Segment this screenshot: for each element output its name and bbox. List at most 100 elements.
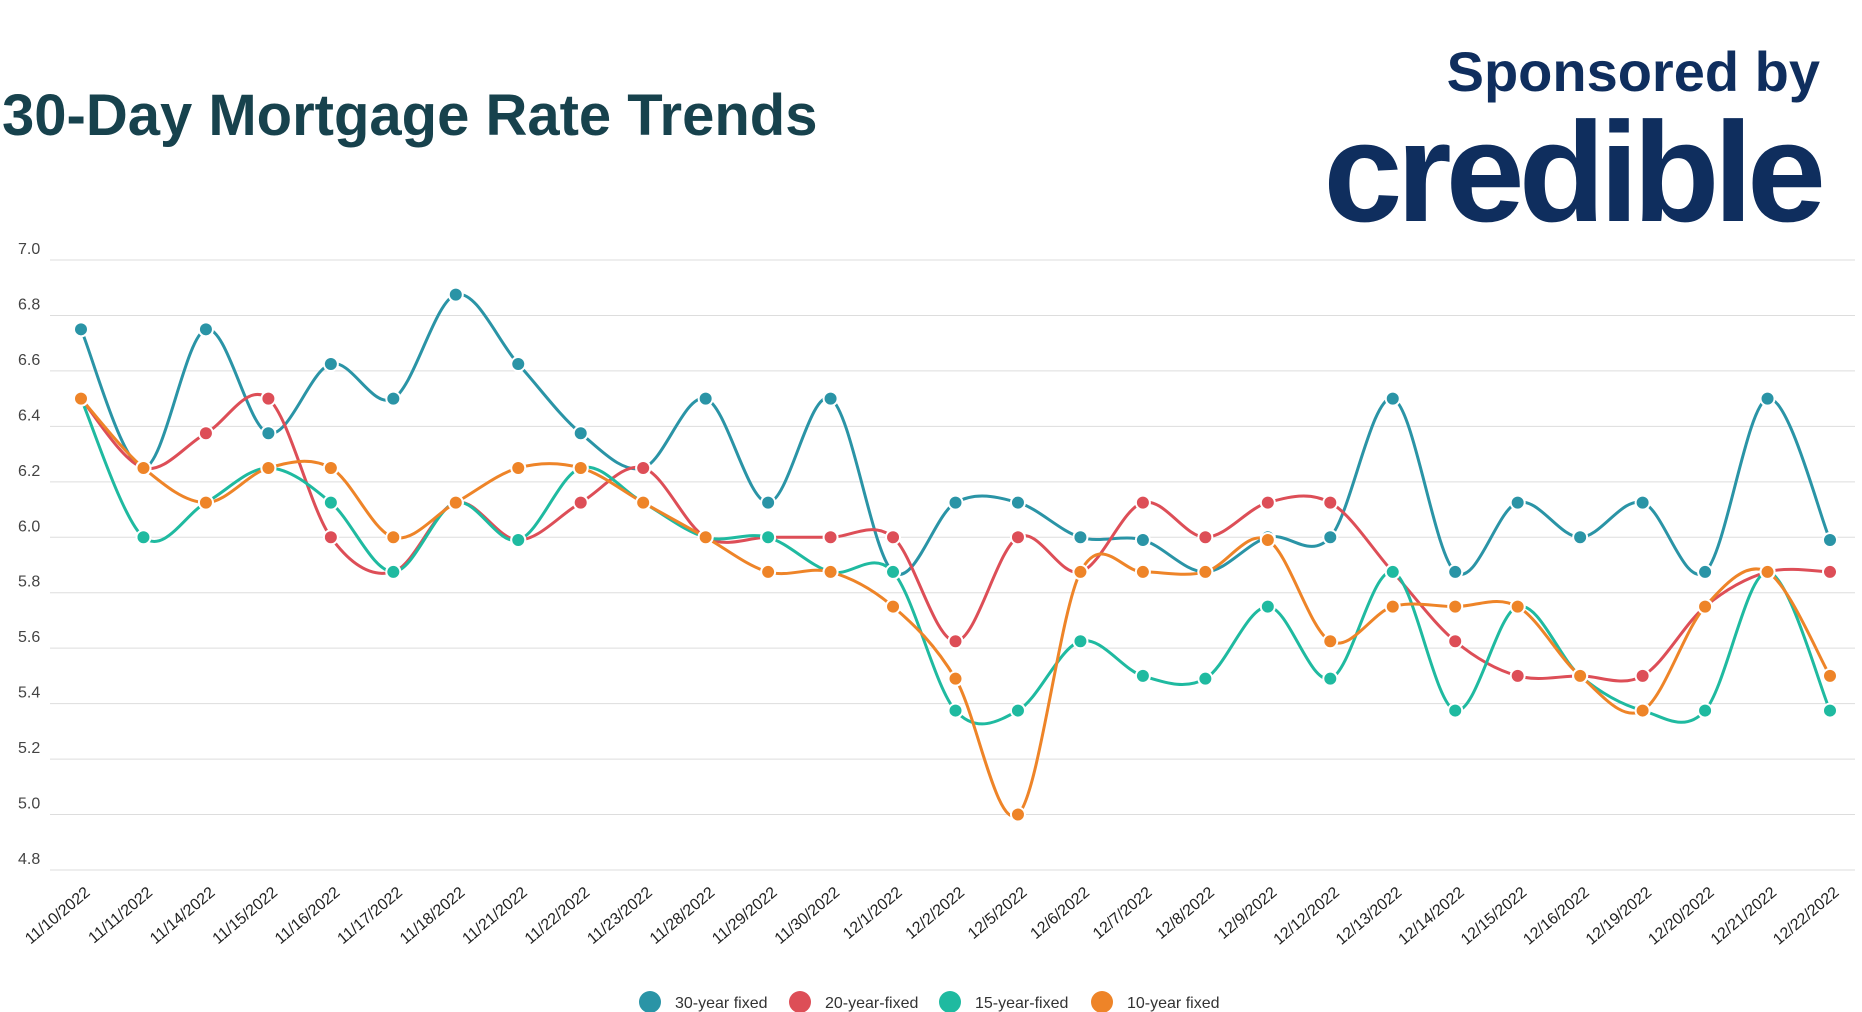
data-point-s1: [1634, 494, 1651, 511]
data-point-s2: [635, 459, 652, 476]
x-tick-label: 11/22/2022: [522, 884, 593, 948]
data-point-s2: [885, 529, 902, 546]
y-tick-label: 6.8: [18, 296, 40, 313]
data-point-s3: [947, 702, 964, 719]
data-point-s4: [822, 563, 839, 580]
data-point-s3: [1009, 702, 1026, 719]
x-tick-label: 12/6/2022: [1028, 884, 1094, 943]
data-point-s3: [385, 563, 402, 580]
sponsor-block: Sponsored by credible: [1323, 40, 1826, 252]
x-tick-label: 12/15/2022: [1458, 884, 1530, 949]
x-tick-label: 12/13/2022: [1333, 884, 1405, 949]
data-point-s4: [1572, 667, 1589, 684]
data-point-s1: [1322, 529, 1339, 546]
x-tick-label: 12/12/2022: [1271, 884, 1343, 949]
data-point-s4: [1072, 563, 1089, 580]
y-tick-label: 4.8: [18, 851, 40, 868]
series-points: [73, 286, 1838, 823]
data-point-s2: [260, 390, 277, 407]
series-line-1: [79, 292, 1832, 576]
data-point-s2: [1447, 633, 1464, 650]
data-point-s1: [1134, 532, 1151, 549]
x-tick-label: 12/16/2022: [1520, 884, 1592, 949]
x-tick-label: 12/14/2022: [1396, 884, 1468, 949]
legend-marker: [939, 991, 961, 1012]
legend-label: 15-year-fixed: [975, 995, 1068, 1012]
data-point-s3: [1197, 670, 1214, 687]
data-point-s2: [322, 529, 339, 546]
sponsored-label: Sponsored by: [1446, 40, 1820, 103]
data-point-s1: [1447, 563, 1464, 580]
data-point-s4: [322, 459, 339, 476]
y-tick-label: 6.4: [18, 407, 40, 424]
data-point-s1: [1509, 494, 1526, 511]
x-tick-label: 11/11/2022: [86, 884, 157, 947]
x-tick-label: 11/28/2022: [647, 884, 718, 948]
data-point-s2: [1822, 563, 1838, 580]
data-point-s4: [635, 494, 652, 511]
data-point-s4: [760, 563, 777, 580]
data-point-s1: [260, 425, 277, 442]
x-tick-label: 12/21/2022: [1708, 884, 1780, 949]
data-point-s2: [572, 494, 589, 511]
data-point-s2: [1634, 667, 1651, 684]
y-tick-label: 7.0: [18, 241, 40, 258]
data-point-s1: [1697, 563, 1714, 580]
data-point-s1: [1384, 390, 1401, 407]
data-point-s3: [1822, 702, 1838, 719]
y-tick-label: 5.6: [18, 629, 40, 646]
data-point-s2: [947, 633, 964, 650]
x-tick-label: 12/20/2022: [1645, 884, 1717, 949]
y-tick-label: 5.4: [18, 685, 40, 702]
series-lines: [79, 292, 1832, 818]
x-tick-label: 11/29/2022: [709, 884, 780, 948]
x-tick-label: 11/10/2022: [22, 884, 93, 948]
data-point-s1: [760, 494, 777, 511]
data-point-s3: [322, 494, 339, 511]
grid-lines: [50, 259, 1855, 871]
x-tick-label: 11/18/2022: [397, 884, 468, 948]
data-point-s4: [197, 494, 214, 511]
series-line-4: [79, 397, 1832, 818]
x-tick-label: 12/7/2022: [1090, 884, 1156, 943]
chart-title: 30-Day Mortgage Rate Trends: [2, 83, 818, 148]
data-point-s4: [135, 459, 152, 476]
data-point-s4: [73, 390, 89, 407]
credible-logo: credible: [1323, 93, 1826, 252]
y-tick-label: 6.0: [18, 518, 40, 535]
data-point-s1: [572, 425, 589, 442]
data-point-s4: [1634, 702, 1651, 719]
data-point-s4: [1322, 633, 1339, 650]
data-point-s4: [947, 670, 964, 687]
legend: 30-year fixed 20-year-fixed 15-year-fixed 1…: [639, 991, 1220, 1012]
data-point-s3: [1072, 633, 1089, 650]
x-tick-label: 12/9/2022: [1215, 884, 1281, 943]
data-point-s4: [1759, 563, 1776, 580]
data-point-s1: [385, 390, 402, 407]
data-point-s1: [510, 355, 527, 372]
y-tick-label: 6.6: [18, 352, 40, 369]
data-point-s3: [1322, 670, 1339, 687]
data-point-s1: [947, 494, 964, 511]
data-point-s1: [73, 321, 89, 338]
x-tick-label: 11/23/2022: [584, 884, 655, 948]
data-point-s2: [1322, 494, 1339, 511]
legend-label: 30-year fixed: [675, 995, 768, 1012]
x-tick-label: 11/15/2022: [210, 884, 281, 948]
x-tick-label: 12/5/2022: [965, 884, 1031, 943]
y-tick-label: 6.2: [18, 463, 40, 480]
data-point-s1: [1759, 390, 1776, 407]
x-tick-label: 12/19/2022: [1583, 884, 1655, 949]
data-point-s2: [1134, 494, 1151, 511]
y-tick-label: 5.8: [18, 574, 40, 591]
legend-marker: [789, 991, 811, 1012]
data-point-s4: [447, 494, 464, 511]
legend-marker: [639, 991, 661, 1012]
data-point-s4: [1447, 598, 1464, 615]
x-axis-ticks: 11/10/202211/11/202211/14/202211/15/2022…: [22, 884, 1842, 949]
data-point-s1: [1009, 494, 1026, 511]
legend-label: 10-year fixed: [1127, 995, 1220, 1012]
data-point-s1: [447, 286, 464, 303]
x-tick-label: 12/1/2022: [840, 884, 906, 943]
